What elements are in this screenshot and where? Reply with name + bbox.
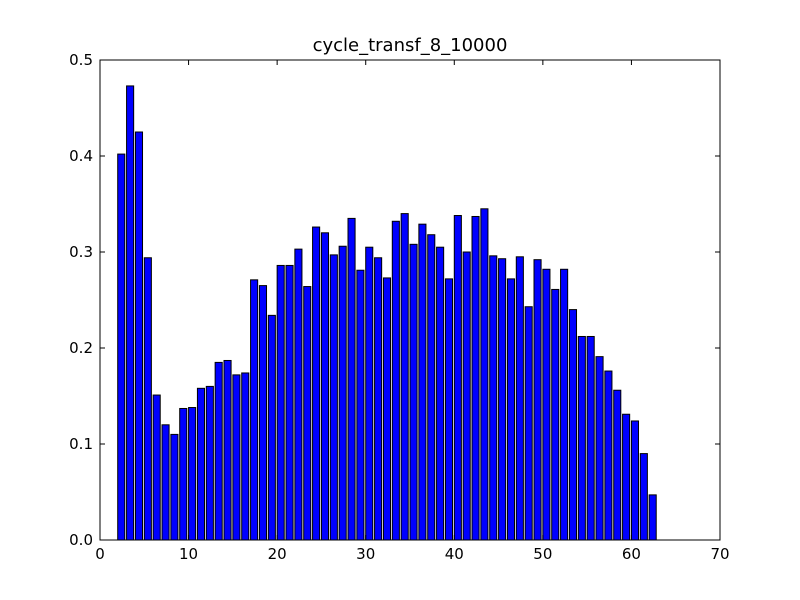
x-tick-label-0: 0 <box>95 545 105 563</box>
bar-x-43 <box>480 208 489 541</box>
bar-x-19 <box>267 314 276 541</box>
bar-x-47 <box>515 256 524 541</box>
x-tick-label-70: 70 <box>710 545 729 563</box>
bar-x-55 <box>586 335 595 541</box>
bar-x-51 <box>551 288 560 541</box>
bar-x-56 <box>595 356 604 541</box>
bar-x-9 <box>179 407 188 541</box>
x-tick-label-10: 10 <box>179 545 198 563</box>
bar-x-13 <box>214 361 223 541</box>
bar-x-33 <box>391 220 400 541</box>
bar-x-25 <box>320 232 330 541</box>
bar-x-12 <box>205 385 214 541</box>
bar-x-40 <box>453 215 462 541</box>
bar-x-29 <box>356 269 365 541</box>
bar-x-37 <box>427 234 436 541</box>
bar-x-26 <box>329 254 338 541</box>
x-tick-label-40: 40 <box>445 545 464 563</box>
bar-x-42 <box>471 215 480 541</box>
bar-x-32 <box>382 277 392 541</box>
bar-x-41 <box>462 251 471 541</box>
bar-x-22 <box>294 248 303 541</box>
bar-x-30 <box>365 246 374 541</box>
bar-x-17 <box>250 279 259 541</box>
bar-x-57 <box>604 370 613 541</box>
bar-x-4 <box>134 131 144 541</box>
bar-x-27 <box>338 245 347 541</box>
bar-x-52 <box>560 268 569 541</box>
y-tick-label-0.5: 0.5 <box>69 51 93 69</box>
bar-x-10 <box>188 407 197 541</box>
bar-x-50 <box>542 268 551 541</box>
x-tick-label-20: 20 <box>268 545 287 563</box>
bar-x-38 <box>436 246 445 541</box>
y-tick-label-0.4: 0.4 <box>69 147 93 165</box>
bar-x-35 <box>409 243 418 541</box>
bar-x-18 <box>258 285 268 541</box>
bar-x-21 <box>285 264 294 541</box>
y-tick-label-0: 0.0 <box>69 531 93 549</box>
chart-title: cycle_transf_8_10000 <box>313 35 508 56</box>
bar-x-60 <box>630 420 640 541</box>
bar-x-20 <box>276 264 285 541</box>
bars-layer <box>117 85 657 541</box>
bar-x-59 <box>622 413 631 541</box>
bar-x-62 <box>648 494 657 541</box>
bar-x-5 <box>143 257 152 541</box>
bar-x-14 <box>223 359 232 541</box>
bar-x-6 <box>152 394 161 541</box>
bar-x-28 <box>347 217 356 541</box>
y-tick-label-0.2: 0.2 <box>69 339 93 357</box>
bar-x-36 <box>418 223 427 541</box>
bar-x-16 <box>241 372 250 541</box>
bar-x-3 <box>126 85 135 541</box>
y-tick-label-0.3: 0.3 <box>69 243 93 261</box>
bar-x-46 <box>506 278 516 541</box>
tick-labels-layer: 0 10 20 30 40 50 60 70 0.0 0.1 0.2 0.3 0.4 0.5 <box>69 51 729 563</box>
bar-x-34 <box>400 213 409 541</box>
bar-x-48 <box>524 306 533 541</box>
bar-x-7 <box>161 424 170 541</box>
x-tick-label-30: 30 <box>356 545 375 563</box>
bar-x-2 <box>117 153 126 541</box>
bar-x-54 <box>577 335 586 541</box>
bar-x-45 <box>498 258 507 541</box>
bar-x-11 <box>196 387 206 541</box>
plot-area-frame <box>99 59 721 541</box>
ticks-layer <box>99 59 721 541</box>
bar-x-58 <box>613 389 622 541</box>
bar-x-8 <box>170 433 179 541</box>
bar-x-15 <box>232 374 241 541</box>
y-tick-label-0.1: 0.1 <box>69 435 93 453</box>
bar-x-23 <box>303 286 312 541</box>
x-tick-label-60: 60 <box>622 545 641 563</box>
bar-x-61 <box>639 453 648 541</box>
bar-x-24 <box>312 226 321 541</box>
bar-x-31 <box>374 257 383 541</box>
bar-x-39 <box>444 278 454 541</box>
bar-x-44 <box>489 255 498 541</box>
x-tick-label-50: 50 <box>533 545 552 563</box>
bar-x-49 <box>533 259 542 541</box>
bar-x-53 <box>568 309 578 541</box>
